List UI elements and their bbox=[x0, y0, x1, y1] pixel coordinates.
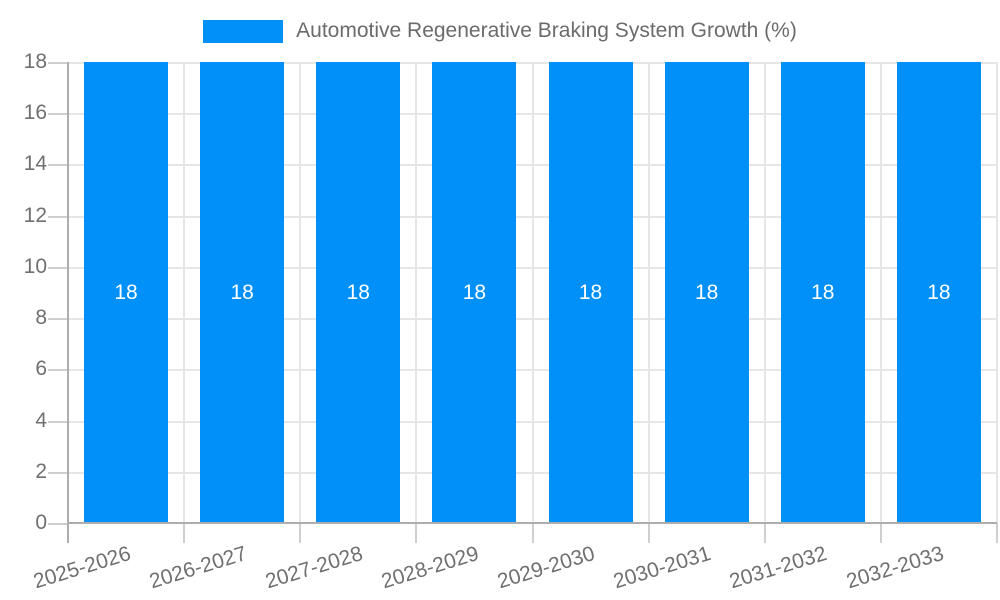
y-tick-mark bbox=[48, 421, 68, 423]
y-tick-mark bbox=[48, 113, 68, 115]
x-axis-tick-label: 2031-2032 bbox=[727, 541, 830, 594]
y-axis-tick-label: 6 bbox=[35, 357, 47, 380]
bar[interactable] bbox=[432, 62, 517, 523]
x-axis-labels: 2025-2026 2026-2027 2027-2028 2028-2029 2029… bbox=[30, 541, 997, 600]
x-tick-mark bbox=[764, 523, 766, 543]
bar-value-label: 18 bbox=[114, 280, 138, 304]
x-axis-tick-label: 2027-2028 bbox=[262, 541, 366, 594]
y-axis-line bbox=[67, 62, 69, 543]
bar[interactable] bbox=[664, 62, 749, 523]
y-tick-mark bbox=[48, 472, 68, 474]
x-gridline bbox=[299, 62, 301, 523]
x-gridline bbox=[183, 62, 185, 523]
x-tick-mark bbox=[183, 523, 185, 543]
y-tick-mark bbox=[48, 318, 68, 320]
x-axis-tick-label: 2026-2027 bbox=[146, 541, 250, 594]
y-tick-mark bbox=[48, 369, 68, 371]
x-gridline bbox=[532, 62, 534, 523]
bar-value-label: 18 bbox=[230, 280, 254, 304]
legend-swatch-icon bbox=[203, 19, 284, 43]
bar-value-label: 18 bbox=[462, 280, 487, 304]
y-axis-tick-label: 12 bbox=[23, 204, 47, 227]
bar[interactable] bbox=[316, 62, 401, 523]
bar[interactable] bbox=[896, 62, 981, 523]
y-axis-tick-label: 10 bbox=[23, 255, 47, 278]
y-axis-tick-label: 16 bbox=[23, 101, 47, 124]
y-tick-mark bbox=[48, 62, 68, 64]
y-axis-tick-label: 14 bbox=[23, 152, 47, 175]
bar-value-label: 18 bbox=[811, 280, 835, 304]
bar[interactable] bbox=[200, 62, 285, 523]
bar-value-label: 18 bbox=[694, 280, 719, 304]
x-gridline bbox=[764, 62, 766, 523]
chart-legend[interactable]: Automotive Regenerative Braking System G… bbox=[0, 18, 1000, 44]
x-tick-mark bbox=[996, 523, 998, 543]
x-gridline bbox=[996, 62, 998, 523]
x-axis-tick-label: 2029-2030 bbox=[494, 541, 598, 594]
x-tick-mark bbox=[415, 523, 417, 543]
x-axis-line bbox=[68, 522, 997, 524]
bar[interactable] bbox=[780, 62, 865, 523]
x-tick-mark bbox=[532, 523, 534, 543]
x-gridline bbox=[648, 62, 650, 523]
y-axis-tick-label: 0 bbox=[35, 511, 47, 534]
y-tick-mark bbox=[48, 267, 68, 269]
y-axis-tick-label: 18 bbox=[23, 50, 47, 73]
x-tick-mark bbox=[880, 523, 882, 543]
y-axis-labels: 0 2 4 6 8 10 12 14 16 18 bbox=[0, 0, 47, 600]
bar[interactable] bbox=[84, 62, 169, 523]
y-axis-tick-label: 8 bbox=[35, 306, 47, 329]
bar-value-label: 18 bbox=[927, 280, 951, 304]
y-axis-tick-label: 4 bbox=[35, 409, 47, 432]
x-axis-tick-label: 2030-2031 bbox=[610, 541, 714, 594]
y-tick-mark bbox=[48, 523, 68, 525]
x-gridline bbox=[880, 62, 882, 523]
bar-value-label: 18 bbox=[578, 280, 603, 304]
x-axis-tick-label: 2028-2029 bbox=[378, 541, 482, 594]
x-axis-tick-label: 2032-2033 bbox=[843, 541, 946, 594]
x-tick-mark bbox=[648, 523, 650, 543]
x-gridline bbox=[415, 62, 417, 523]
legend-label: Automotive Regenerative Braking System G… bbox=[296, 19, 797, 42]
bar-value-label: 18 bbox=[346, 280, 370, 304]
x-tick-mark bbox=[299, 523, 301, 543]
y-tick-mark bbox=[48, 164, 68, 166]
bar[interactable] bbox=[548, 62, 633, 523]
plot-area: 18 18 18 18 18 18 18 18 bbox=[48, 62, 998, 543]
y-axis-tick-label: 2 bbox=[35, 460, 47, 483]
y-tick-mark bbox=[48, 216, 68, 218]
